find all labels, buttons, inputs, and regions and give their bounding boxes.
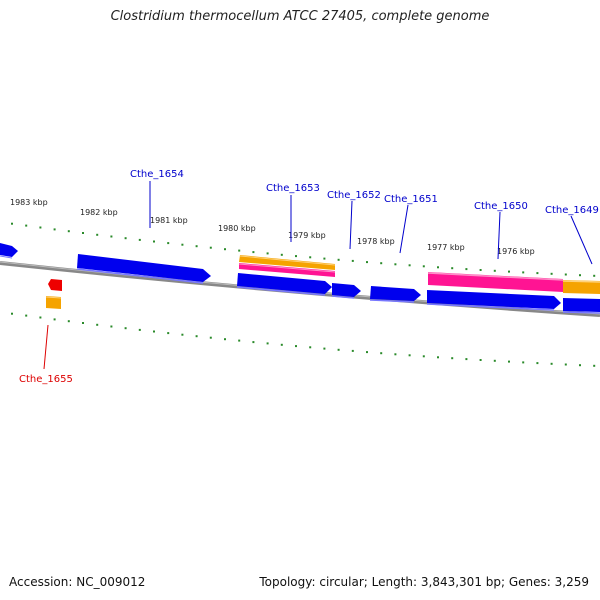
scale-label-1980: 1980 kbp [218,224,256,233]
feature-orange-1653[interactable] [239,255,335,270]
feature-bars [238,255,600,294]
scale-label-1981: 1981 kbp [150,216,188,225]
gene-arrow-cthe-1650[interactable] [427,290,561,309]
map-title: Clostridium thermocellum ATCC 27405, com… [110,9,490,24]
gene-arrow-cthe-1652[interactable] [332,283,361,297]
scale-label-1983: 1983 kbp [10,198,48,207]
accession-text: Accession: NC_009012 [9,575,146,589]
forward-genes [76,254,600,314]
scale-label-1979: 1979 kbp [288,231,326,240]
gene-arrow-cthe-1651[interactable] [370,286,421,301]
gene-arrow-cthe-1649[interactable] [563,298,600,312]
gene-arrow-cthe-1654[interactable] [77,254,211,282]
scale-label-1978: 1978 kbp [357,237,395,246]
topology-summary: Topology: circular; Length: 3,843,301 bp… [259,575,589,589]
scale-labels: 1983 kbp 1982 kbp 1981 kbp 1980 kbp 1979… [10,198,535,256]
gene-arrow-cthe-1655[interactable] [48,279,62,291]
gene-label-cthe-1654[interactable]: Cthe_1654 [130,169,184,180]
gene-arrow-left-partial[interactable] [0,243,18,257]
gene-label-cthe-1650[interactable]: Cthe_1650 [474,201,528,212]
feature-orange-1649[interactable] [563,280,600,294]
scale-label-1982: 1982 kbp [80,208,118,217]
gene-label-cthe-1653[interactable]: Cthe_1653 [266,183,320,194]
gene-label-cthe-1651[interactable]: Cthe_1651 [384,194,438,205]
gene-arrow-cthe-1653[interactable] [237,273,332,294]
inner-tick-ruler [11,312,596,367]
scale-label-1977: 1977 kbp [427,243,465,252]
gene-label-cthe-1652[interactable]: Cthe_1652 [327,190,381,201]
feature-orange-1655[interactable] [46,296,61,309]
gene-label-cthe-1649[interactable]: Cthe_1649 [545,205,599,216]
scale-label-1976: 1976 kbp [497,247,535,256]
feature-pink-1650[interactable] [428,272,563,292]
gene-label-cthe-1655[interactable]: Cthe_1655 [19,374,73,385]
gene-labels: Cthe_1654 Cthe_1653 Cthe_1652 Cthe_1651 … [19,169,599,385]
label-leaders [43,181,593,370]
outer-tick-ruler [11,222,596,277]
